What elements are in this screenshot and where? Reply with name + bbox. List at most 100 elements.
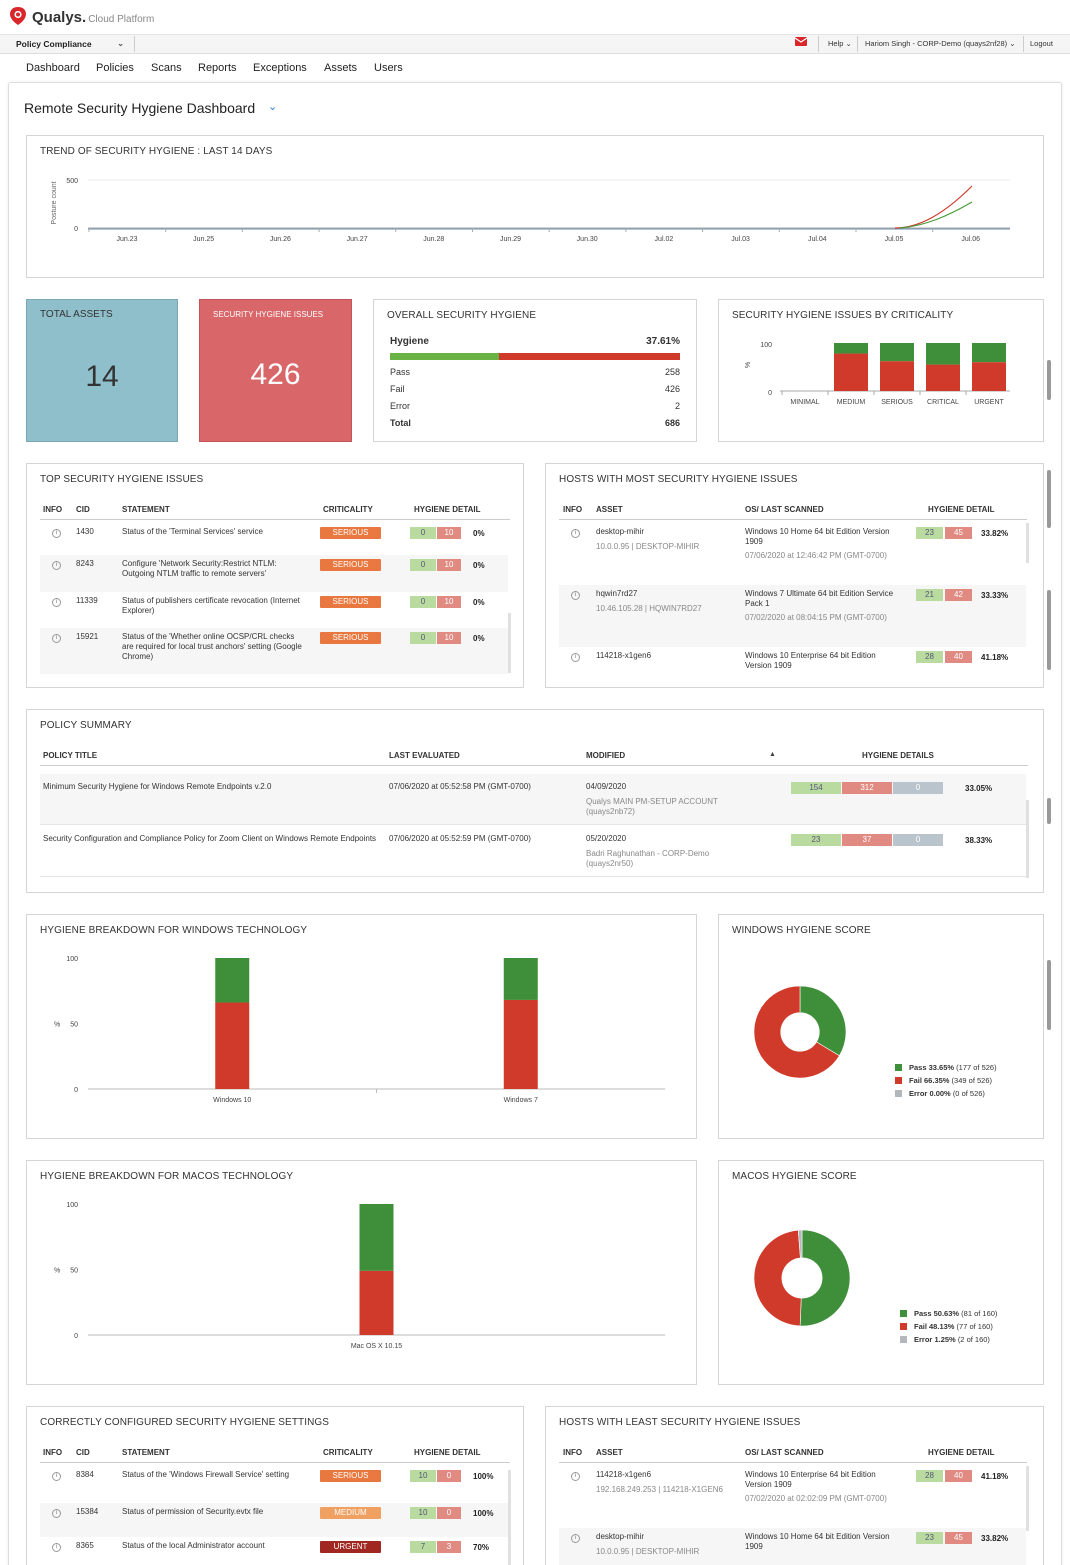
asset-name[interactable]: 114218-x1gen6 [596, 651, 652, 660]
bar-ytick: 0 [74, 1087, 78, 1094]
legend-label: Error [914, 1335, 933, 1344]
info-icon[interactable]: i [52, 529, 61, 538]
last-evaluated: 07/06/2020 at 05:52:59 PM (GMT-0700) [389, 834, 531, 843]
nav-reports[interactable]: Reports [198, 62, 237, 74]
bar-fail-segment [359, 1270, 394, 1335]
donut-slice-fail[interactable] [753, 985, 840, 1079]
nav-dashboard[interactable]: Dashboard [26, 62, 80, 74]
header-divider [559, 1462, 1027, 1463]
cid: 8243 [76, 559, 94, 568]
legend-entry[interactable]: Fail 66.35% (349 of 526) [909, 1076, 992, 1085]
asset-name[interactable]: 114218-x1gen6 [596, 1470, 652, 1479]
column-header[interactable]: CRITICALITY [323, 1448, 373, 1457]
scrollbar[interactable] [508, 613, 511, 673]
modified-date: 05/20/2020 [586, 834, 627, 843]
chevron-down-icon[interactable]: ⌄ [268, 101, 278, 113]
asset-ip: 10.0.0.95 | DESKTOP-MIHIR [596, 1547, 700, 1556]
logout-link[interactable]: Logout [1030, 39, 1053, 48]
trend-series-pass [899, 201, 973, 229]
bar-category-label: Windows 10 [213, 1097, 251, 1104]
legend-entry[interactable]: Fail 48.13% (77 of 160) [914, 1322, 993, 1331]
hygiene-progress-fill [390, 353, 500, 360]
trend-xtick: Jun.23 [116, 236, 137, 243]
bar-fail-segment [503, 999, 538, 1089]
criticality-bar-fail [926, 364, 960, 391]
info-icon[interactable]: i [52, 598, 61, 607]
column-header: INFO [43, 505, 63, 514]
legend-detail: (0 of 526) [952, 1089, 985, 1098]
page-scrollbar[interactable] [1047, 798, 1051, 824]
fail-count: 37 [842, 834, 892, 846]
scrollbar[interactable] [508, 1470, 511, 1565]
pass-count: 28 [916, 1470, 943, 1482]
module-dropdown[interactable]: Policy Compliance ⌄ [8, 36, 134, 52]
overall-row-label: Fail [390, 384, 405, 394]
legend-entry[interactable]: Error 0.00% (0 of 526) [909, 1089, 985, 1098]
info-icon[interactable]: i [52, 561, 61, 570]
info-icon[interactable]: i [52, 1509, 61, 1518]
info-icon[interactable]: i [52, 634, 61, 643]
least-hosts-title: HOSTS WITH LEAST SECURITY HYGIENE ISSUES [559, 1417, 801, 1428]
hygiene-issues-tile[interactable] [199, 299, 352, 442]
scrollbar[interactable] [1026, 1466, 1029, 1531]
info-icon[interactable]: i [571, 1534, 580, 1543]
legend-entry[interactable]: Error 1.25% (2 of 160) [914, 1335, 990, 1344]
policy-title[interactable]: Security Configuration and Compliance Po… [43, 834, 377, 843]
legend-swatch [895, 1090, 902, 1097]
page-scrollbar[interactable] [1047, 590, 1051, 670]
nav-assets[interactable]: Assets [324, 62, 358, 74]
header-divider [40, 1462, 510, 1463]
info-icon[interactable]: i [571, 591, 580, 600]
donut-slice-fail[interactable] [753, 1229, 802, 1327]
nav-users[interactable]: Users [374, 62, 403, 74]
page-scrollbar[interactable] [1047, 960, 1051, 1030]
page-scrollbar[interactable] [1047, 470, 1051, 528]
info-icon[interactable]: i [52, 1543, 61, 1552]
info-icon[interactable]: i [571, 653, 580, 662]
column-header[interactable]: HYGIENE DETAILS [862, 751, 934, 760]
trend-xtick: Jul.04 [808, 236, 827, 243]
column-header[interactable]: CRITICALITY [323, 505, 373, 514]
fail-count: 3 [437, 1541, 461, 1553]
asset-name[interactable]: desktop-mihir [596, 1532, 645, 1541]
statement: Status of permission of Security.evtx fi… [122, 1507, 264, 1516]
column-header[interactable]: HYGIENE DETAIL [928, 505, 995, 514]
notification-icon[interactable] [794, 34, 808, 48]
windows-breakdown-title: HYGIENE BREAKDOWN FOR WINDOWS TECHNOLOGY [40, 925, 308, 936]
scrollbar[interactable] [1026, 800, 1029, 878]
sort-ascending-icon[interactable]: ▲ [769, 751, 776, 758]
scrollbar[interactable] [1026, 523, 1029, 563]
top-bar [0, 0, 1070, 34]
nav-exceptions[interactable]: Exceptions [253, 62, 307, 74]
trend-xtick: Jun.30 [577, 236, 598, 243]
fail-count: 45 [945, 527, 972, 539]
divider [134, 36, 135, 52]
info-icon[interactable]: i [571, 1472, 580, 1481]
policy-title[interactable]: Minimum Security Hygiene for Windows Rem… [43, 782, 272, 791]
asset-name[interactable]: hqwin7rd27 [596, 589, 638, 598]
legend-entry[interactable]: Pass 33.65% (177 of 526) [909, 1063, 997, 1072]
user-menu[interactable]: Hariom Singh - CORP-Demo (quays2nf28) ⌄ [865, 39, 1016, 48]
asset-name[interactable]: desktop-mihir [596, 527, 645, 536]
legend-pct: 66.35% [924, 1076, 950, 1085]
total-assets-tile[interactable] [26, 299, 178, 442]
divider [818, 36, 819, 52]
donut-slice-error[interactable] [797, 1229, 803, 1259]
legend-label: Error [909, 1089, 928, 1098]
column-header: HYGIENE DETAIL [414, 1448, 481, 1457]
nav-scans[interactable]: Scans [151, 62, 182, 74]
bar-category-label: Mac OS X 10.15 [351, 1343, 402, 1350]
help-menu[interactable]: Help ⌄ [828, 39, 852, 48]
donut-slice-pass[interactable] [799, 985, 847, 1057]
nav-policies[interactable]: Policies [96, 62, 134, 74]
donut-slice-pass[interactable] [799, 1229, 851, 1327]
legend-entry[interactable]: Pass 50.63% (81 of 160) [914, 1309, 997, 1318]
criticality-bar-fail [972, 362, 1006, 391]
fail-count: 10 [437, 596, 461, 608]
dashboard-title[interactable]: Remote Security Hygiene Dashboard [24, 100, 256, 116]
info-icon[interactable]: i [52, 1472, 61, 1481]
page-scrollbar[interactable] [1047, 360, 1051, 400]
pass-count: 21 [916, 589, 943, 601]
info-icon[interactable]: i [571, 529, 580, 538]
column-header[interactable]: HYGIENE DETAIL [928, 1448, 995, 1457]
